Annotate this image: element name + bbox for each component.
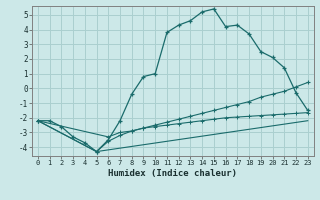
X-axis label: Humidex (Indice chaleur): Humidex (Indice chaleur) xyxy=(108,169,237,178)
